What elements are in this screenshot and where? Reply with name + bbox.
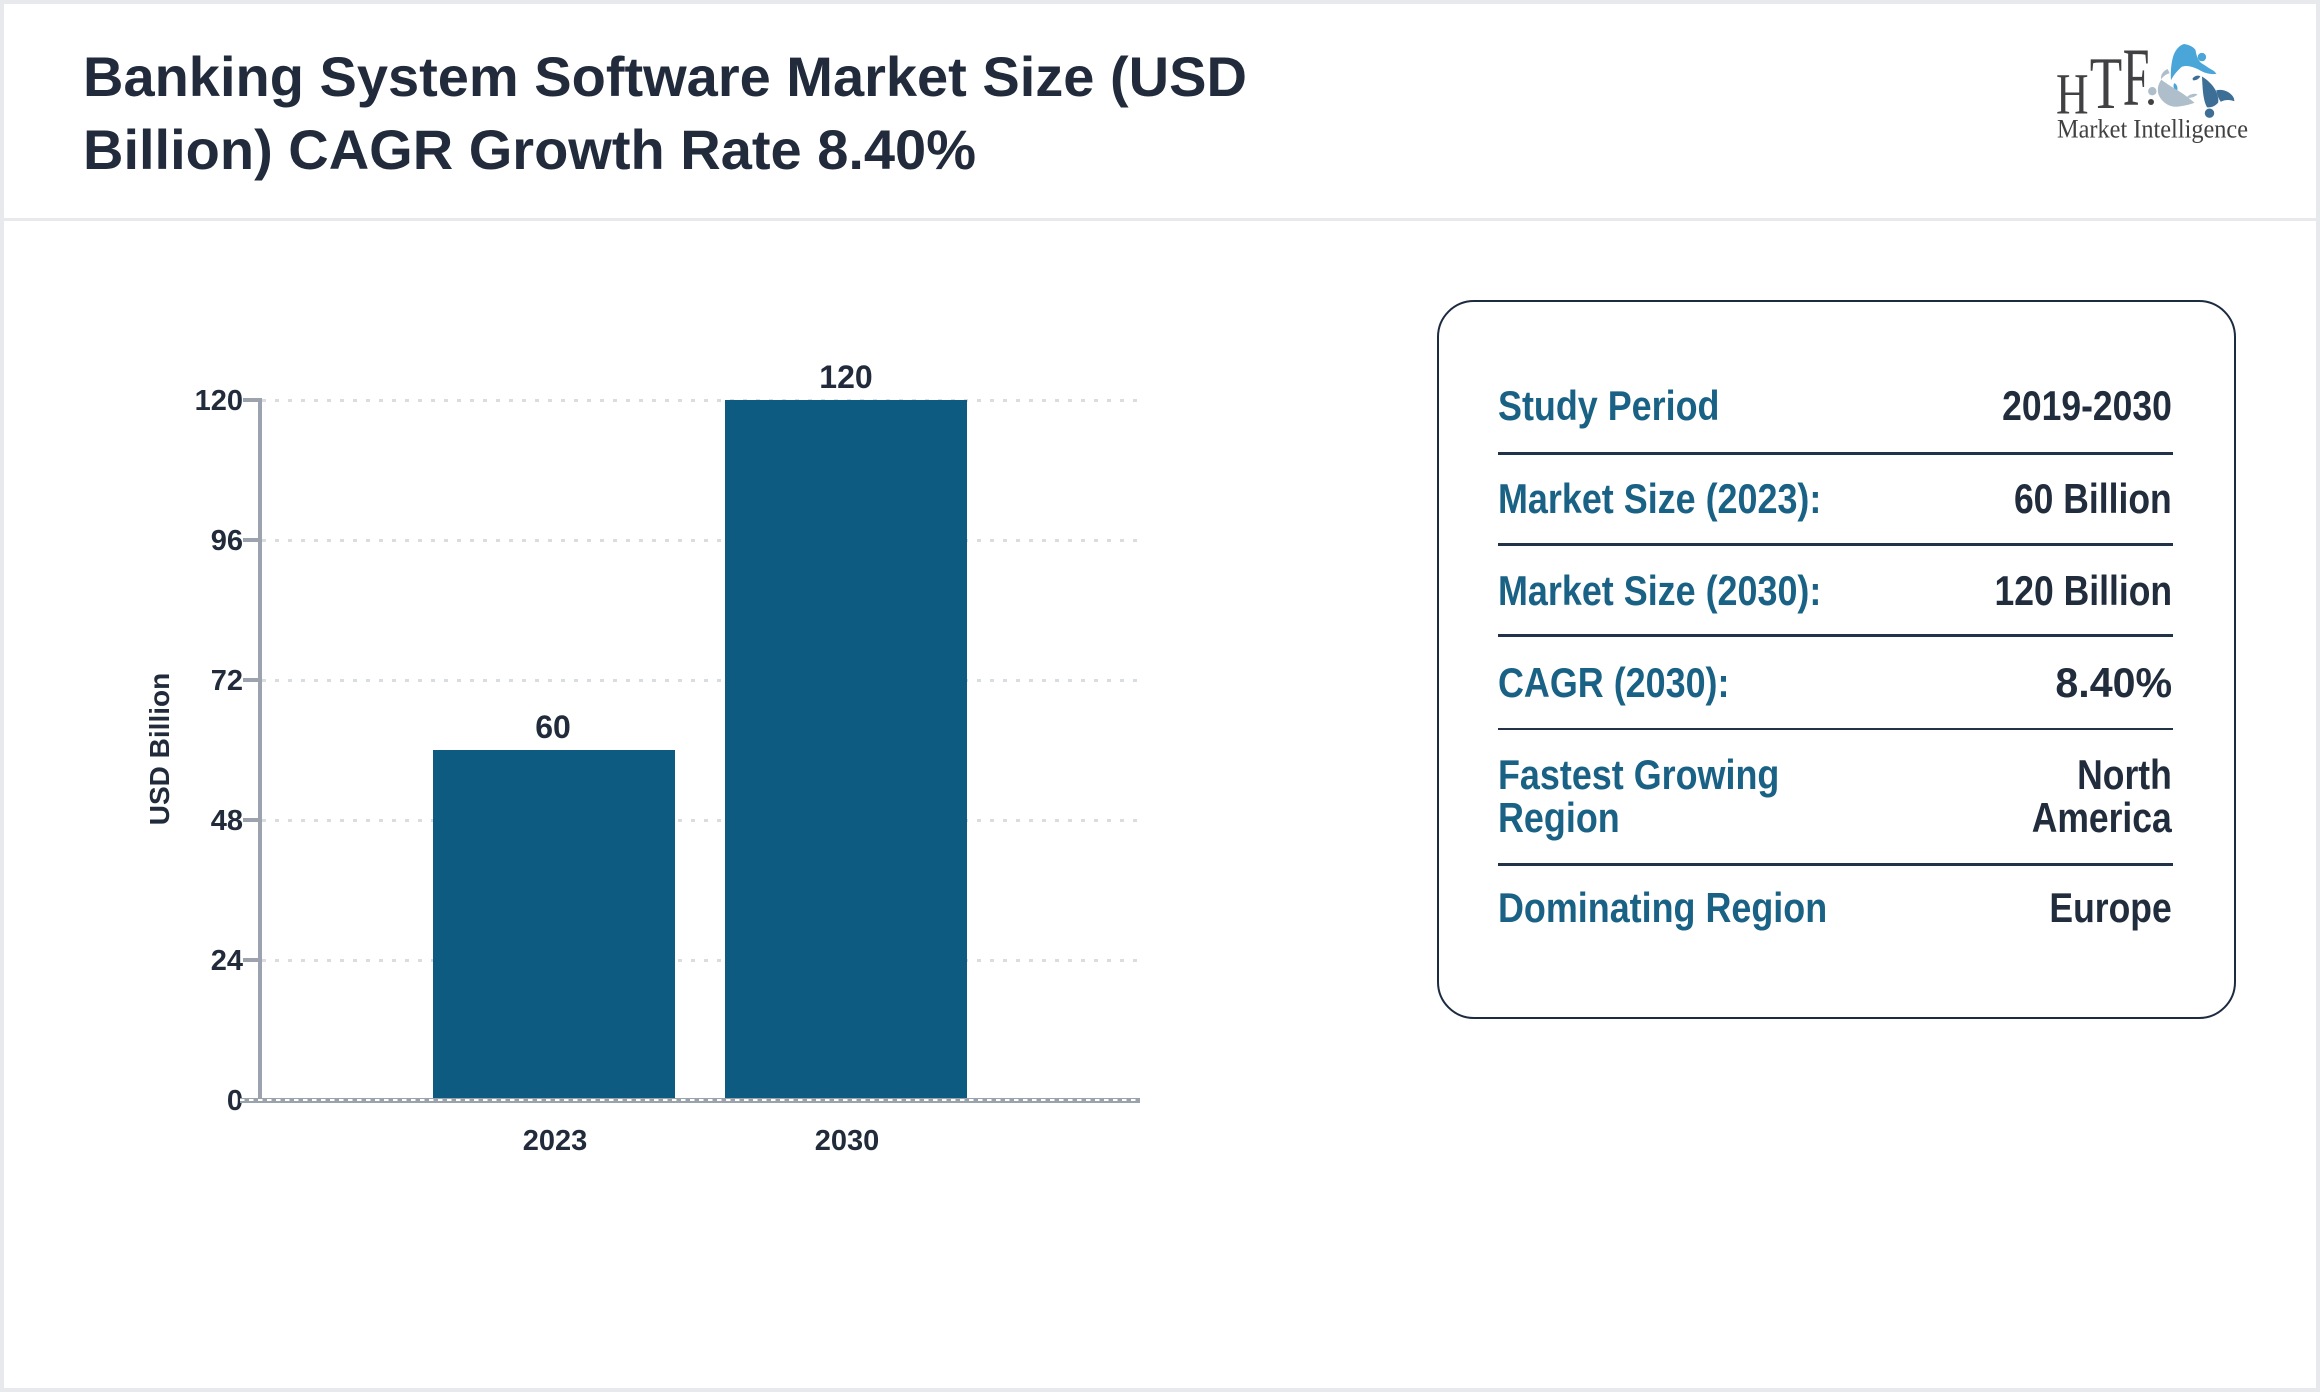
svg-text:T: T <box>2090 43 2122 124</box>
svg-text:H: H <box>2056 63 2089 127</box>
svg-text:F: F <box>2123 31 2150 123</box>
svg-text:Market Intelligence: Market Intelligence <box>2057 114 2248 143</box>
